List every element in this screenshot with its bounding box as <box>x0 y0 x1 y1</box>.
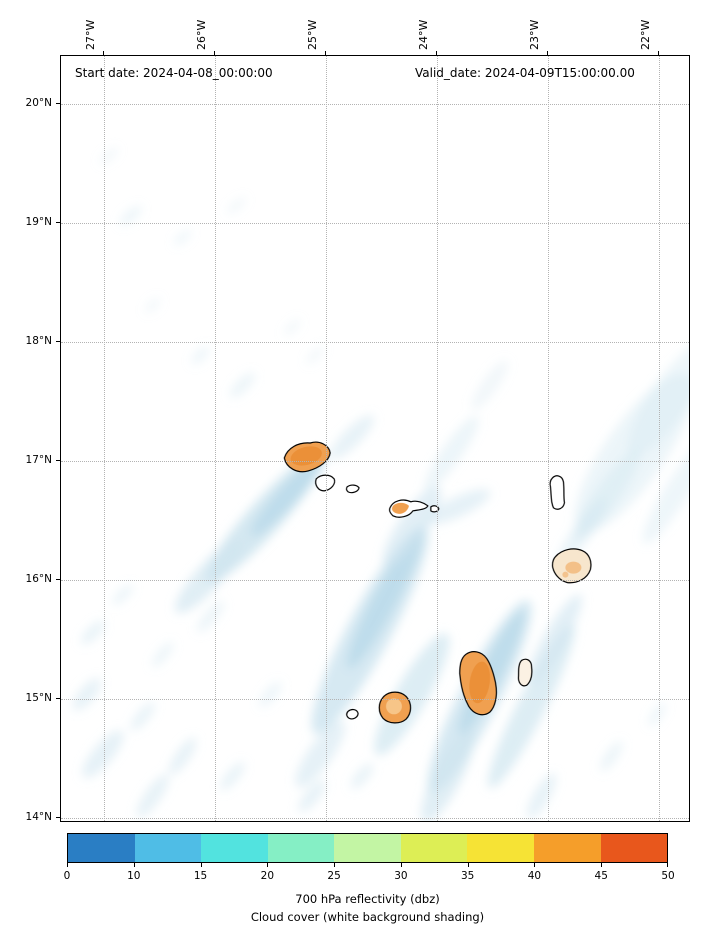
colorbar-tick <box>467 863 469 867</box>
gridline-meridian <box>104 56 105 821</box>
map-canvas <box>72 147 689 821</box>
colorbar-segment <box>600 834 668 862</box>
gridline-parallel <box>61 223 689 224</box>
island-sal <box>549 475 565 510</box>
axis-tick <box>56 460 60 461</box>
island-santa-luzia <box>345 484 360 494</box>
lon-tick-label: 25°W <box>306 19 319 50</box>
island-sao-vicente <box>315 474 336 492</box>
colorbar-segment <box>134 834 202 862</box>
gridline-parallel <box>61 342 689 343</box>
colorbar-segment <box>201 834 268 862</box>
colorbar-tick <box>400 863 402 867</box>
island-brava <box>346 708 359 720</box>
colorbar-tick-label: 50 <box>661 870 675 882</box>
axis-tick <box>658 51 659 55</box>
axis-tick <box>56 698 60 699</box>
colorbar-tick-label: 25 <box>327 870 341 882</box>
colorbar-tick <box>67 863 68 867</box>
axis-tick <box>436 51 437 55</box>
colorbar-tick-label: 45 <box>594 870 608 882</box>
lon-tick-label: 27°W <box>84 19 97 50</box>
lat-tick-label: 16°N <box>25 573 52 585</box>
gridline-parallel <box>61 580 689 581</box>
island-boa-vista-reflectivity <box>565 561 582 574</box>
island-sao-nicolau-islet <box>430 505 440 513</box>
axis-tick <box>56 103 60 104</box>
colorbar-segment <box>334 834 401 862</box>
colorbar-subtitle: Cloud cover (white background shading) <box>250 910 485 924</box>
map-plot-area <box>60 55 690 822</box>
axis-tick <box>214 51 215 55</box>
lat-tick-label: 19°N <box>25 216 52 228</box>
lon-tick-label: 23°W <box>528 19 541 50</box>
gridline-meridian <box>437 56 438 821</box>
colorbar: 0 10 15 20 25 30 35 40 45 50 <box>64 833 675 882</box>
axis-tick <box>325 51 326 55</box>
lon-tick-label: 22°W <box>639 19 652 50</box>
axis-tick <box>56 579 60 580</box>
colorbar-tick-label: 30 <box>394 870 408 882</box>
colorbar-tick <box>267 863 269 867</box>
axis-tick <box>103 51 104 55</box>
colorbar-tick-label: 10 <box>127 870 141 882</box>
colorbar-tick <box>334 863 336 867</box>
colorbar-tick <box>534 863 536 867</box>
gridline-meridian <box>215 56 216 821</box>
colorbar-tick <box>200 863 202 867</box>
gridline-parallel <box>61 699 689 700</box>
island-sao-nicolau-reflectivity <box>391 502 409 514</box>
gridline-meridian <box>548 56 549 821</box>
island-maio <box>517 658 533 687</box>
cloud-shading-layer <box>72 147 689 821</box>
axis-tick <box>56 341 60 342</box>
colorbar-tick-label: 15 <box>193 870 208 882</box>
colorbar-tick <box>667 863 668 867</box>
gridline-parallel <box>61 818 689 819</box>
gridline-parallel <box>61 461 689 462</box>
axis-tick <box>56 817 60 818</box>
colorbar-tick-label: 35 <box>460 870 475 882</box>
colorbar-segment <box>400 834 468 862</box>
colorbar-tick <box>601 863 603 867</box>
colorbar-tick-label: 0 <box>63 870 71 882</box>
lon-tick-label: 26°W <box>195 19 208 50</box>
axis-tick <box>547 51 548 55</box>
gridline-meridian <box>326 56 327 821</box>
gridline-parallel <box>61 104 689 105</box>
colorbar-tick-label: 40 <box>527 870 542 882</box>
valid-date-label: Valid_date: 2024-04-09T15:00:00.00 <box>415 66 635 80</box>
axis-tick <box>56 222 60 223</box>
island-boa-vista-reflectivity <box>562 571 569 578</box>
island-santiago-core <box>469 661 490 704</box>
lat-tick-label: 17°N <box>25 454 52 466</box>
colorbar-segment <box>68 834 135 862</box>
colorbar-tick <box>133 863 135 867</box>
lat-tick-label: 15°N <box>25 692 52 704</box>
gridline-meridian <box>659 56 660 821</box>
start-date-label: Start date: 2024-04-08_00:00:00 <box>75 66 273 80</box>
lat-tick-label: 14°N <box>25 811 52 823</box>
colorbar-title: 700 hPa reflectivity (dbz) <box>295 892 440 906</box>
lat-tick-label: 20°N <box>25 97 52 109</box>
colorbar-segment <box>533 834 601 862</box>
colorbar-tick-label: 20 <box>260 870 275 882</box>
colorbar-segment <box>467 834 534 862</box>
lat-tick-label: 18°N <box>25 335 52 347</box>
island-santo-antao-core <box>290 446 322 466</box>
lon-tick-label: 24°W <box>417 19 430 50</box>
colorbar-segment <box>267 834 335 862</box>
colorbar-cells <box>67 833 668 863</box>
island-fogo-center <box>385 698 402 715</box>
